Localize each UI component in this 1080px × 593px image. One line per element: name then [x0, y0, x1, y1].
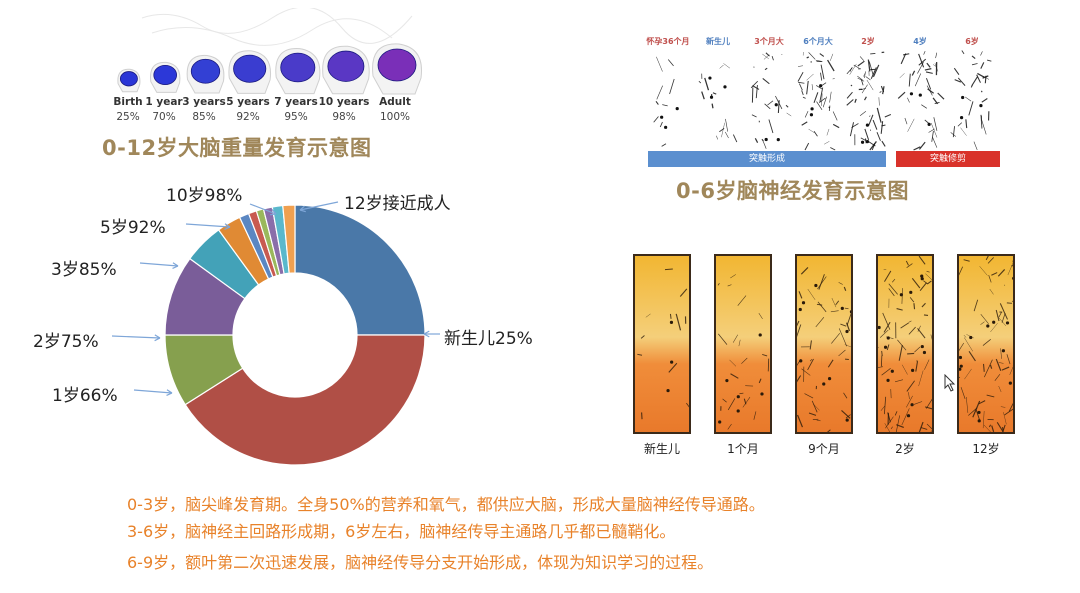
cortex-slice [795, 254, 853, 434]
brain-heads-illustration [117, 8, 423, 95]
pointer-arrow-icon [133, 389, 173, 397]
brain-weight-title: 0-12岁大脑重量发育示意图 [102, 136, 372, 160]
neuron-growth-illustration [653, 50, 992, 151]
pointer-arrow-icon [423, 330, 440, 338]
pie-label-3y: 3岁85% [51, 260, 117, 280]
donut-slice [294, 204, 426, 336]
donut-slice [184, 334, 426, 466]
cortex-slice [957, 254, 1015, 434]
brain-weight-panel: Birth 25% 1 year 70% 3 years 85% 5 years 92% 7 y… [112, 8, 437, 126]
neural-stage-label: 3个月大 [754, 37, 784, 46]
head-stage-label: 5 years [226, 96, 270, 108]
neuron-column [698, 63, 738, 143]
cortex-age-label: 9个月 [808, 442, 840, 456]
head-stage-percent: 95% [284, 111, 308, 123]
neural-stage-label: 4岁 [913, 37, 927, 46]
head-silhouette-icon [372, 43, 423, 95]
neural-stage-label: 怀孕36个月 [646, 37, 690, 46]
pie-label-10y: 10岁98% [166, 186, 243, 206]
pointer-arrow-icon [139, 262, 179, 270]
cortex-age-label: 12岁 [972, 442, 1000, 456]
cortex-slice [633, 254, 691, 434]
head-silhouette-icon [275, 48, 321, 95]
pointer-arrow-icon [299, 201, 339, 213]
note-line-2: 3-6岁，脑神经主回路形成期，6岁左右，脑神经传导主通路几乎都已髓鞘化。 [127, 522, 676, 541]
head-stage-percent: 98% [332, 111, 356, 123]
neuron-column [653, 56, 679, 147]
neural-stage-label: 2岁 [861, 37, 875, 46]
head-stage-label: Birth [113, 96, 143, 108]
pie-label-newborn: 新生儿25% [444, 329, 533, 349]
head-stage-label: 3 years [182, 96, 226, 108]
cortex-slice [876, 254, 934, 434]
mouse-cursor-icon [944, 374, 956, 392]
neuron-column [897, 50, 945, 151]
head-stage-percent: 92% [236, 111, 260, 123]
head-silhouette-icon [228, 50, 272, 94]
neural-stage-label: 新生儿 [706, 37, 730, 46]
pie-label-5y: 5岁92% [100, 218, 166, 238]
head-silhouette-icon [150, 61, 181, 93]
head-stage-label: Adult [379, 96, 411, 108]
head-silhouette-icon [322, 45, 370, 95]
note-line-1: 0-3岁，脑尖峰发育期。全身50%的营养和氧气，都供应大脑，形成大量脑神经传导通… [127, 495, 765, 514]
synapse-pruning-bar: 突触修剪 [896, 151, 1000, 167]
neuron-column [846, 51, 892, 151]
head-stage-percent: 70% [152, 111, 176, 123]
neuron-column [750, 52, 792, 149]
pointer-arrow-icon [111, 334, 161, 342]
note-line-3: 6-9岁，额叶第二次迅速发展，脑神经传导分支开始形成，体现为知识学习的过程。 [127, 553, 714, 572]
neural-stage-label: 6个月大 [803, 37, 833, 46]
cortex-age-label: 新生儿 [643, 442, 680, 456]
neuron-column [797, 52, 840, 151]
head-stage-percent: 25% [116, 111, 140, 123]
neural-development-panel: 怀孕36个月 新生儿 3个月大 6个月大 2岁 4岁 6岁 [646, 32, 1002, 172]
head-stage-label: 1 year [145, 96, 183, 108]
pie-label-1y: 1岁66% [52, 386, 118, 406]
donut-slice [282, 204, 296, 274]
head-stage-percent: 100% [379, 111, 411, 123]
pointer-arrow-icon [249, 203, 277, 216]
synapse-formation-bar: 突触形成 [648, 151, 886, 167]
head-silhouette-icon [117, 68, 141, 93]
pie-label-12y: 12岁接近成人 [344, 194, 451, 214]
head-silhouette-icon [186, 54, 225, 94]
head-stage-label: 10 years [318, 96, 370, 108]
pointer-arrow-icon [185, 223, 231, 231]
neural-stage-label: 6岁 [965, 37, 979, 46]
neural-development-title: 0-6岁脑神经发育示意图 [676, 179, 909, 203]
head-stage-label: 7 years [274, 96, 318, 108]
head-stage-percent: 85% [192, 111, 216, 123]
neuron-column [950, 50, 992, 151]
cortex-age-label: 2岁 [895, 442, 915, 456]
cortex-age-label: 1个月 [727, 442, 759, 456]
cortex-slice [714, 254, 772, 434]
pie-label-2y: 2岁75% [33, 332, 99, 352]
